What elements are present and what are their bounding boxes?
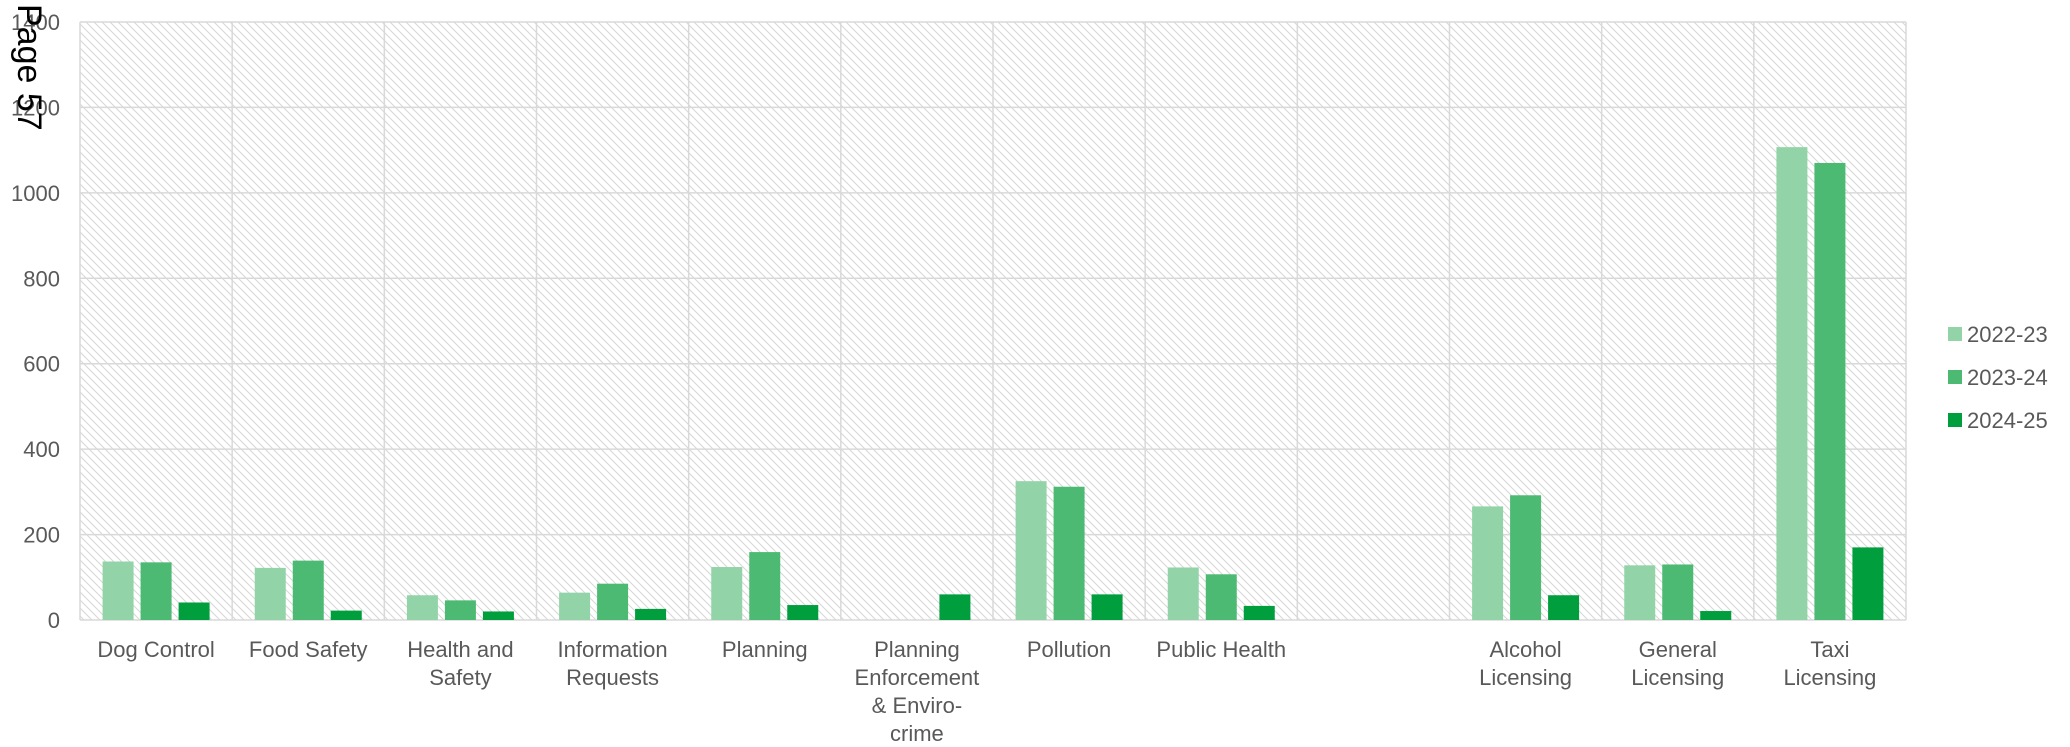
legend: 2022-23 2023-24 2024-25 bbox=[1948, 322, 2048, 433]
legend-label: 2024-25 bbox=[1967, 408, 2048, 433]
bar bbox=[1205, 574, 1237, 620]
bar bbox=[1662, 564, 1694, 620]
bar bbox=[330, 610, 362, 620]
bar bbox=[254, 567, 286, 620]
x-category-label: Public Health bbox=[1156, 637, 1286, 662]
bar bbox=[711, 567, 743, 620]
x-category-label: Licensing bbox=[1631, 665, 1724, 690]
bar bbox=[1852, 547, 1884, 620]
bar bbox=[559, 592, 591, 620]
bar bbox=[1091, 594, 1123, 620]
legend-label: 2023-24 bbox=[1967, 365, 2048, 390]
x-category-label: crime bbox=[890, 721, 944, 742]
bar bbox=[939, 594, 971, 620]
x-category-label: Licensing bbox=[1479, 665, 1572, 690]
y-tick-label: 0 bbox=[48, 608, 60, 633]
x-category-label: Licensing bbox=[1783, 665, 1876, 690]
y-tick-label: 200 bbox=[23, 523, 60, 548]
y-tick-label: 1400 bbox=[11, 10, 60, 35]
x-category-label: Enforcement bbox=[855, 665, 980, 690]
bar bbox=[1776, 147, 1808, 620]
legend-swatch bbox=[1948, 370, 1962, 384]
x-category-label: General bbox=[1639, 637, 1717, 662]
bar bbox=[1015, 481, 1047, 620]
bar bbox=[1472, 506, 1504, 620]
bar bbox=[482, 611, 514, 620]
bar bbox=[1510, 495, 1542, 620]
x-category-label: Health and bbox=[407, 637, 513, 662]
x-category-label: Information bbox=[558, 637, 668, 662]
x-category-label: Planning bbox=[874, 637, 960, 662]
y-tick-label: 1200 bbox=[11, 95, 60, 120]
x-category-label: Requests bbox=[566, 665, 659, 690]
x-axis-categories: Dog Control Food Safety Health and Safety In… bbox=[97, 637, 1876, 746]
x-category-label: Dog Control bbox=[97, 637, 214, 662]
bar bbox=[1814, 162, 1846, 620]
bar bbox=[1053, 486, 1085, 620]
x-category-label: Alcohol bbox=[1490, 637, 1562, 662]
bar bbox=[635, 608, 667, 620]
y-tick-label: 800 bbox=[23, 266, 60, 291]
legend-label: 2022-23 bbox=[1967, 322, 2048, 347]
x-category-label: Taxi bbox=[1810, 637, 1849, 662]
x-category-label: Food Safety bbox=[249, 637, 368, 662]
bar bbox=[1548, 595, 1580, 620]
bar bbox=[1700, 611, 1732, 620]
page-label: Page 57 bbox=[10, 4, 48, 131]
bar bbox=[292, 560, 324, 620]
legend-swatch bbox=[1948, 327, 1962, 341]
y-axis-ticks: 0 200 400 600 800 1000 1200 1400 bbox=[11, 10, 60, 633]
bar bbox=[1624, 565, 1656, 620]
y-tick-label: 400 bbox=[23, 437, 60, 462]
y-tick-label: 600 bbox=[23, 352, 60, 377]
bars bbox=[102, 147, 1884, 620]
bar bbox=[1167, 567, 1199, 620]
bar bbox=[102, 561, 134, 620]
bar bbox=[178, 602, 210, 620]
bar bbox=[787, 605, 819, 620]
legend-swatch bbox=[1948, 413, 1962, 427]
bar bbox=[140, 562, 172, 620]
bar bbox=[749, 552, 781, 620]
bar bbox=[1243, 605, 1275, 620]
gridlines bbox=[79, 21, 1907, 621]
x-category-label: Safety bbox=[429, 665, 491, 690]
x-category-label: Pollution bbox=[1027, 637, 1111, 662]
bar bbox=[444, 600, 476, 620]
x-category-label: & Enviro- bbox=[872, 693, 962, 718]
bar bbox=[406, 595, 438, 620]
x-category-label: Planning bbox=[722, 637, 808, 662]
y-tick-label: 1000 bbox=[11, 181, 60, 206]
bar bbox=[597, 583, 629, 620]
